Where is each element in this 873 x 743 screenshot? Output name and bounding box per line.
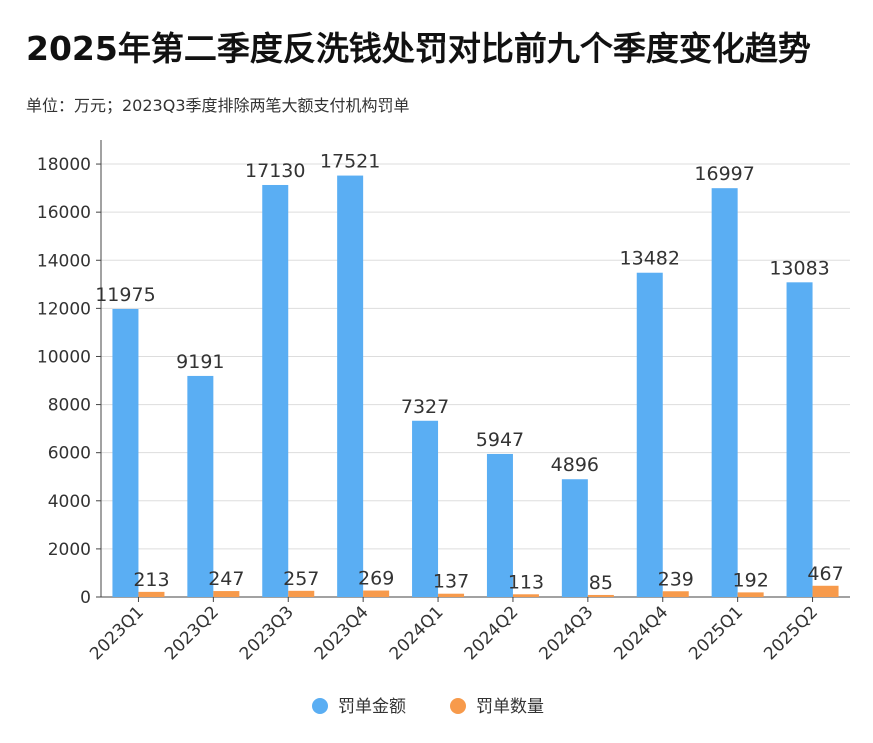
data-label-count: 213 [133,569,169,591]
data-label-amount: 17521 [320,151,380,173]
data-label-count: 85 [589,572,613,594]
bar-amount [711,188,738,597]
chart-subtitle: 单位：万元；2023Q3季度排除两笔大额支付机构罚单 [26,96,410,115]
bar-count [288,590,315,597]
legend-label: 罚单数量 [476,697,544,717]
bar-amount [187,375,214,597]
bar-count [512,594,539,597]
data-label-count: 269 [358,568,394,590]
bar-count [737,592,764,597]
bar-count [138,591,165,597]
x-tick-label: 2024Q4 [610,602,672,664]
data-label-amount: 4896 [551,454,599,476]
legend: 罚单金额 罚单数量 [312,697,544,717]
data-label-count: 467 [807,563,843,585]
data-label-amount: 5947 [476,429,524,451]
x-tick-label: 2024Q2 [461,602,523,664]
data-label-count: 113 [508,571,544,593]
legend-marker [312,698,328,714]
data-label-count: 137 [433,571,469,593]
y-tick-label: 18000 [37,155,91,175]
bar-amount [412,420,439,597]
bars [112,175,839,597]
bar-count [363,590,390,597]
y-tick-label: 10000 [37,347,91,367]
data-label-count: 257 [283,568,319,590]
bar-amount [337,175,364,597]
y-tick-label: 2000 [48,540,91,560]
x-tick-label: 2023Q4 [311,602,373,664]
y-tick-label: 0 [80,588,91,608]
data-label-count: 247 [208,568,244,590]
x-tick-label: 2023Q3 [236,602,298,664]
y-tick-label: 8000 [48,396,91,416]
data-label-amount: 11975 [95,284,155,306]
data-labels: 11975 213 9191 247 17130 257 17521 269 7327 137 59… [95,151,843,594]
bar-amount [112,308,139,597]
data-label-amount: 17130 [245,160,305,182]
y-tick-label: 16000 [37,203,91,223]
data-label-amount: 16997 [694,163,754,185]
x-tick-label: 2025Q2 [760,602,822,664]
bar-amount [786,282,813,597]
bar-count [662,591,689,597]
legend-marker [450,698,466,714]
legend-label: 罚单金额 [338,697,406,717]
bar-count [438,593,465,597]
bar-amount [636,272,663,597]
data-label-amount: 9191 [176,351,224,373]
x-tick-label: 2023Q1 [86,602,148,664]
x-tick-label: 2024Q3 [536,602,598,664]
data-label-count: 192 [733,569,769,591]
y-tick-label: 14000 [37,251,91,271]
bar-amount [262,184,289,597]
chart-title: 2025年第二季度反洗钱处罚对比前九个季度变化趋势 [26,29,811,68]
x-tick-label: 2025Q1 [685,602,747,664]
data-label-count: 239 [658,568,694,590]
bar-count [213,591,240,597]
y-tick-label: 12000 [37,299,91,319]
data-label-amount: 13083 [769,257,829,279]
bar-amount [561,479,588,597]
x-tick-label: 2023Q2 [161,602,223,664]
y-tick-label: 6000 [48,444,91,464]
bar-count [587,594,614,597]
bar-amount [486,453,513,597]
bar-count [812,585,839,597]
x-tick-label: 2024Q1 [386,602,448,664]
data-label-amount: 7327 [401,396,449,418]
data-label-amount: 13482 [620,248,680,270]
y-tick-label: 4000 [48,492,91,512]
